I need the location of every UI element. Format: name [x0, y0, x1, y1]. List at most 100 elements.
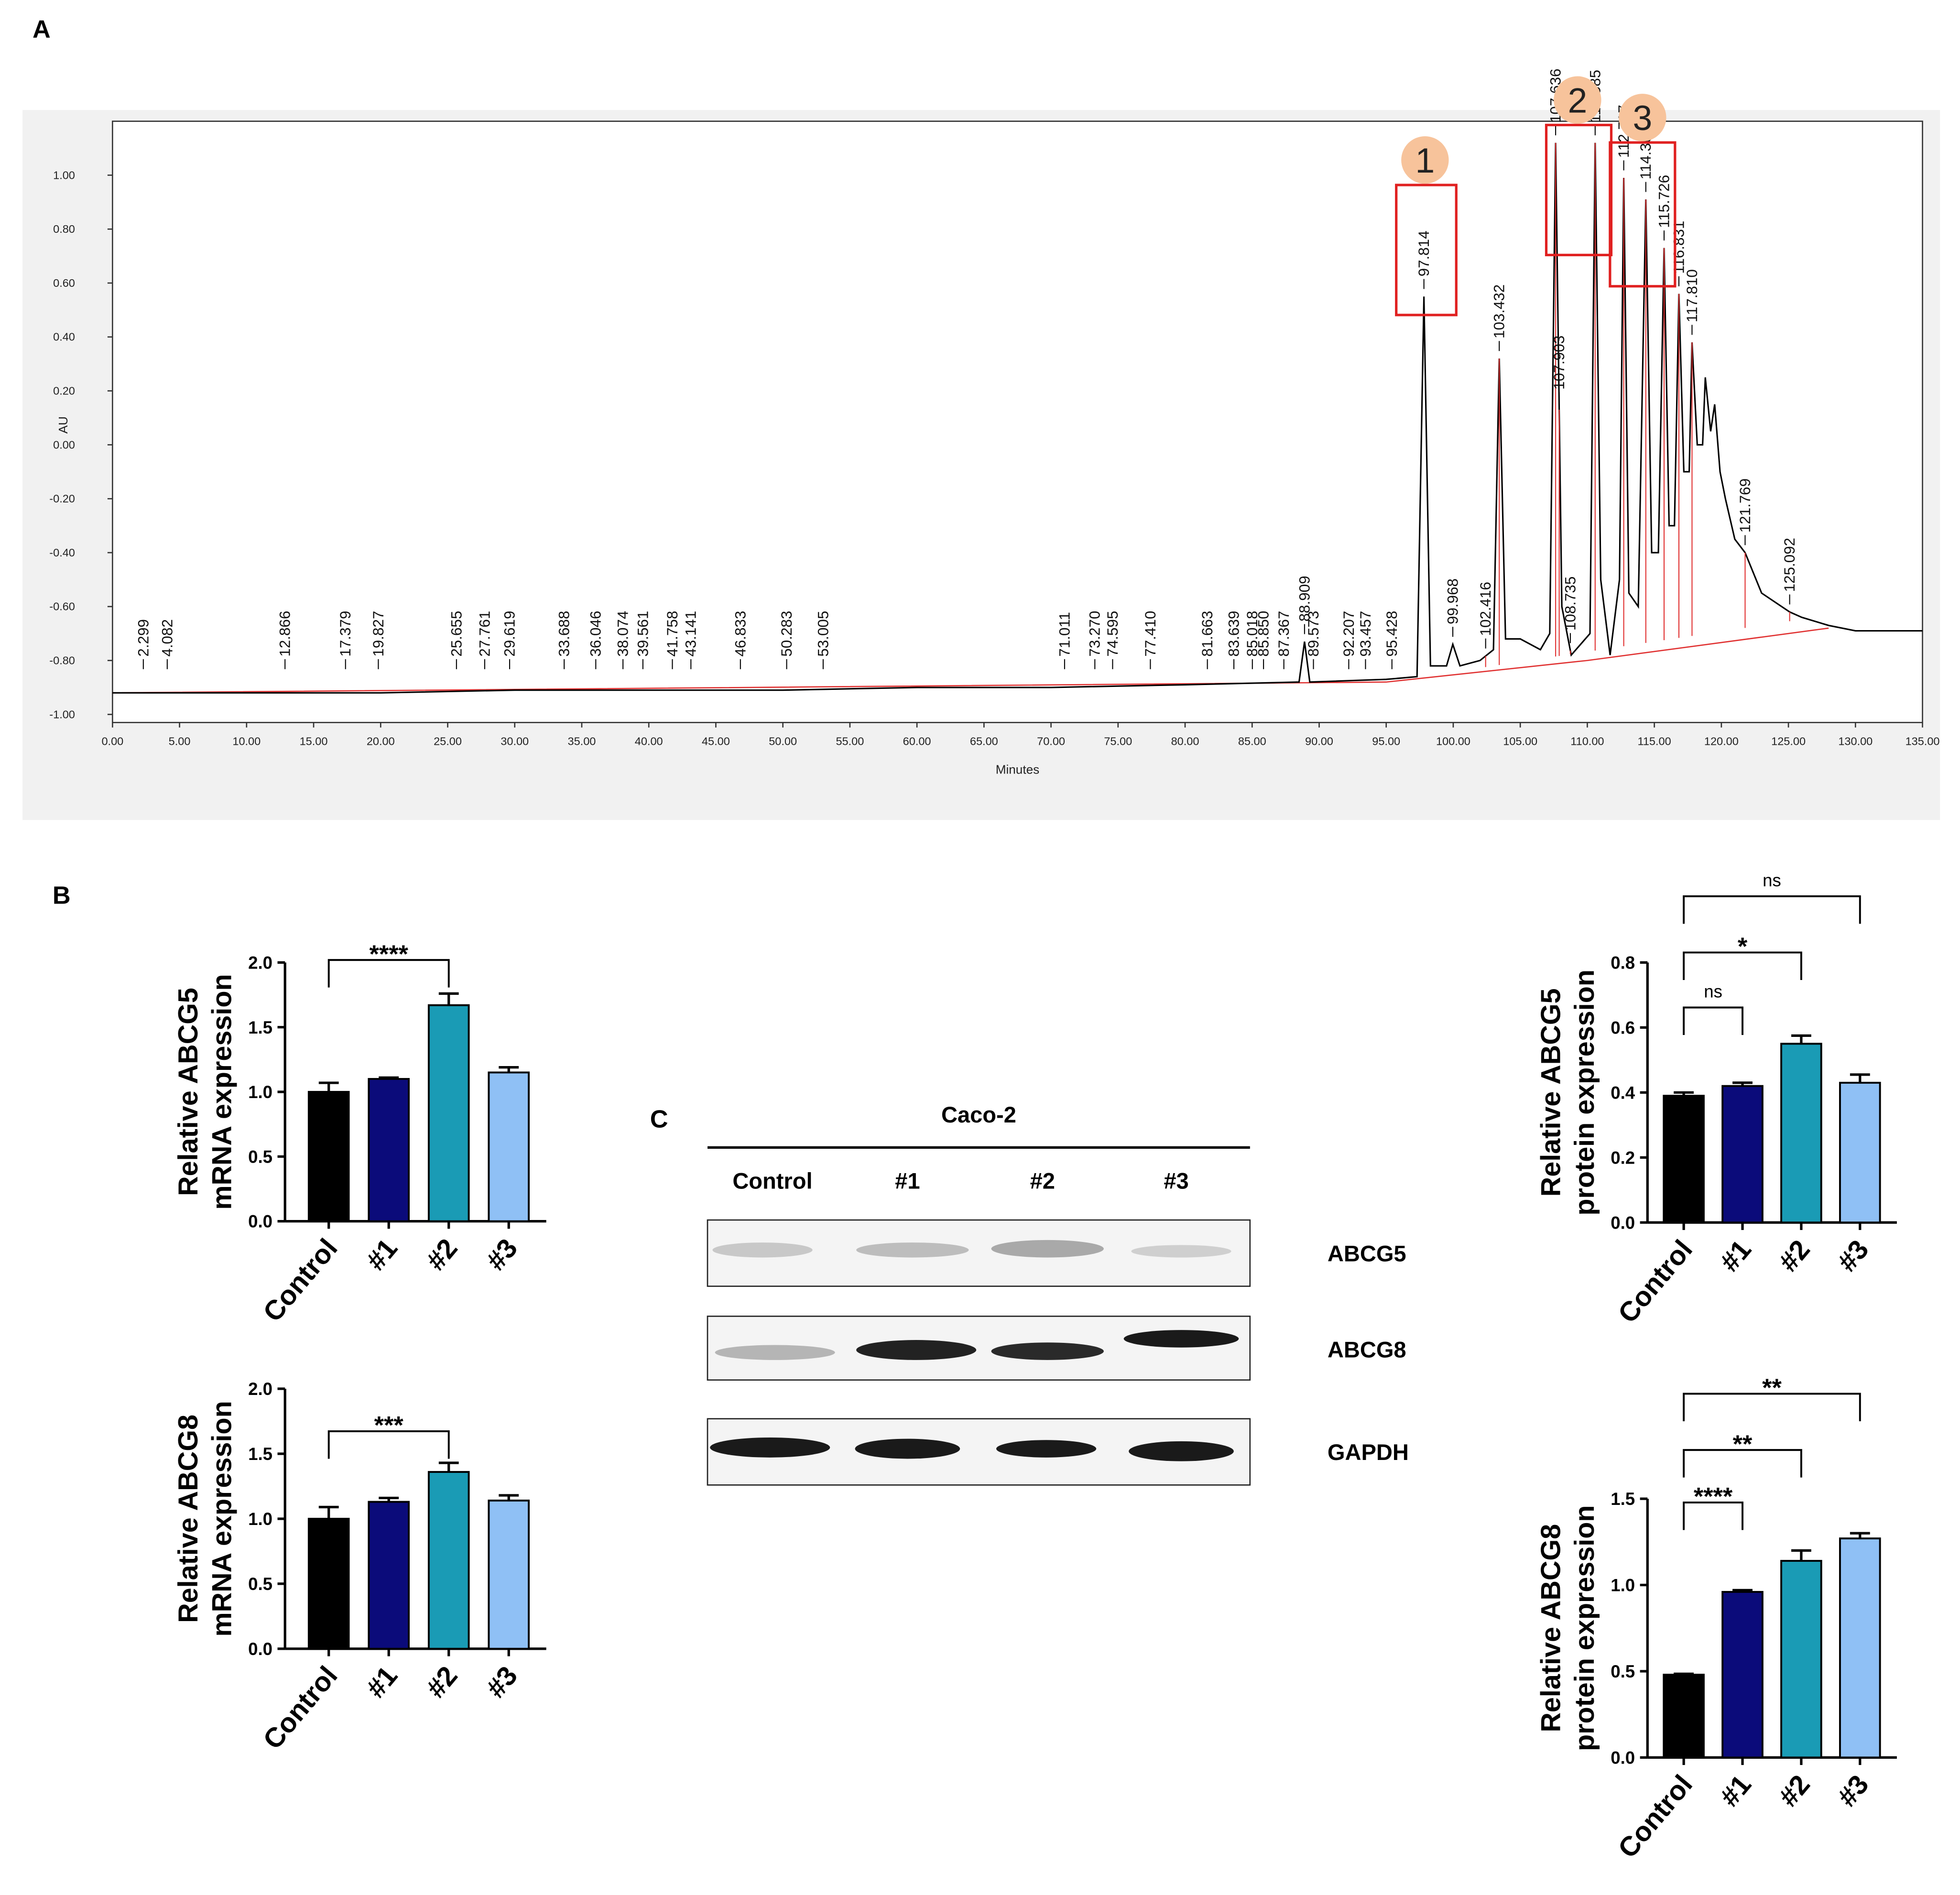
peak-label: 73.270 — [1087, 611, 1103, 657]
x-tick-label: 120.00 — [1704, 735, 1739, 747]
y-axis-label: Relative ABCG8 — [173, 1415, 204, 1623]
error-bar — [499, 1494, 519, 1501]
significance-label: * — [1738, 933, 1748, 961]
panel-label: C — [650, 1106, 668, 1133]
error-bar — [438, 992, 459, 1005]
error-bar — [438, 1461, 459, 1472]
significance-bracket — [327, 959, 450, 988]
blot-band — [715, 1345, 835, 1360]
lane-label: #3 — [1164, 1168, 1188, 1194]
y-tick-label: 1.0 — [1611, 1576, 1635, 1595]
x-tick-label: 10.00 — [232, 735, 261, 747]
x-axis-label: Minutes — [996, 762, 1039, 777]
bar — [307, 1517, 350, 1650]
bar — [368, 1501, 410, 1650]
peak-label: 81.663 — [1199, 611, 1216, 657]
blot-band — [996, 1440, 1097, 1458]
panel-label: B — [53, 882, 71, 909]
annotation-badge — [1619, 94, 1666, 142]
y-tick-label: -1.00 — [49, 708, 75, 720]
blot-band — [991, 1342, 1104, 1360]
significance-bracket — [1683, 1449, 1802, 1478]
bar — [1780, 1560, 1822, 1759]
x-tick-label: 15.00 — [300, 735, 328, 747]
y-axis-label: protein expression — [1569, 969, 1600, 1216]
peak-label: 93.457 — [1357, 611, 1374, 657]
significance-label: *** — [374, 1412, 404, 1439]
y-tick-label: 0.20 — [53, 384, 75, 397]
y-tick-label: -0.20 — [49, 492, 75, 505]
y-tick-label: 1.5 — [1611, 1489, 1635, 1509]
y-axis-label: Relative ABCG8 — [1535, 1524, 1566, 1732]
significance-bracket — [1683, 951, 1802, 980]
significance-label: ** — [1762, 1374, 1782, 1402]
blot-band — [856, 1242, 969, 1258]
annotation-badge — [1401, 136, 1449, 184]
x-tick-label: 115.00 — [1638, 735, 1671, 747]
y-axis-label: AU — [56, 416, 70, 434]
x-tick-label: 60.00 — [903, 735, 931, 747]
y-tick-label: -0.80 — [49, 654, 75, 666]
peak-label: 29.619 — [501, 611, 518, 657]
lane-label: #1 — [895, 1168, 920, 1194]
significance-label: **** — [1694, 1483, 1733, 1511]
significance-bracket — [1683, 1006, 1743, 1035]
highlight-box — [1395, 184, 1458, 316]
y-tick-label: 0.6 — [1611, 1018, 1635, 1037]
y-tick-label: 1.0 — [248, 1082, 272, 1102]
peak-label: 116.831 — [1670, 221, 1687, 274]
error-bar — [318, 1505, 339, 1519]
x-tick-label: 125.00 — [1771, 735, 1806, 747]
y-tick-label: 2.0 — [248, 1379, 272, 1399]
blot-band — [1123, 1330, 1239, 1348]
y-axis-label: Relative ABCG5 — [1535, 988, 1566, 1197]
significance-label: **** — [370, 940, 409, 968]
peak-label: 19.827 — [370, 611, 387, 657]
peak-label: 85.018 — [1244, 611, 1261, 657]
y-tick-label: 0.00 — [53, 438, 75, 451]
y-tick-label: 0.40 — [53, 331, 75, 343]
x-tick-label: 5.00 — [169, 735, 191, 747]
bar — [427, 1004, 470, 1222]
bar — [488, 1499, 530, 1650]
y-tick-label: 0.60 — [53, 277, 75, 289]
x-tick-label: 80.00 — [1171, 735, 1199, 747]
peak-label: 117.810 — [1684, 269, 1700, 322]
x-tick-label: 100.00 — [1436, 735, 1470, 747]
x-tick-label: 20.00 — [367, 735, 395, 747]
y-axis-label: Relative ABCG5 — [173, 988, 204, 1196]
blot-band — [712, 1242, 813, 1258]
peak-label: 88.909 — [1296, 576, 1313, 621]
x-tick-label: 110.00 — [1570, 735, 1604, 747]
peak-label: 4.082 — [159, 619, 175, 656]
x-tick-label: 85.00 — [1238, 735, 1266, 747]
peak-label: 27.761 — [476, 611, 493, 657]
western-blot: Caco-2 Control #1 #2 #3 ABCG5 ABCG8 GAPD… — [707, 1102, 1409, 1486]
significance-bracket — [327, 1430, 450, 1459]
significance-label: ** — [1733, 1430, 1753, 1458]
bar — [427, 1471, 470, 1650]
error-bar — [318, 1081, 339, 1092]
y-tick-label: 1.5 — [248, 1444, 272, 1464]
y-axis-label: protein expression — [1569, 1505, 1600, 1751]
peak-label: 121.769 — [1737, 479, 1753, 533]
peak-label: 87.367 — [1275, 611, 1292, 657]
peak-label: 108.735 — [1562, 577, 1579, 631]
peak-label: 125.092 — [1781, 538, 1798, 592]
bar — [1839, 1537, 1881, 1759]
peak-label: 12.866 — [277, 611, 294, 657]
peak-label: 39.561 — [634, 611, 651, 657]
error-bar — [1674, 1091, 1694, 1096]
bar — [1721, 1085, 1764, 1224]
y-tick-label: 0.8 — [1611, 953, 1635, 972]
y-tick-label: 0.0 — [1611, 1748, 1635, 1767]
highlight-box — [1609, 141, 1677, 288]
bar — [1839, 1081, 1881, 1224]
peak-label: 53.005 — [815, 611, 831, 657]
x-tick-label: 135.00 — [1906, 735, 1940, 747]
annotation-label: 3 — [1633, 98, 1652, 138]
band-label: ABCG5 — [1328, 1241, 1406, 1266]
y-tick-label: 0.0 — [1611, 1213, 1635, 1232]
bar — [1780, 1043, 1822, 1224]
band-label: GAPDH — [1328, 1439, 1409, 1465]
